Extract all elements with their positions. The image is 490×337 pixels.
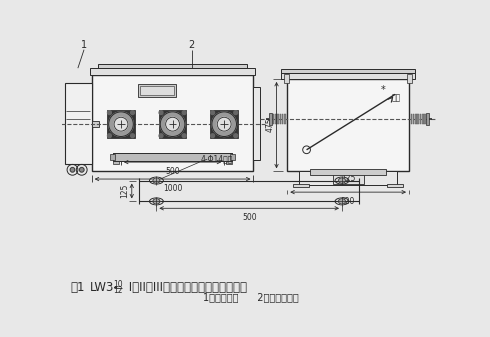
Circle shape bbox=[159, 134, 163, 137]
Bar bbox=[140, 86, 174, 95]
Bar bbox=[388, 184, 403, 187]
Bar bbox=[159, 110, 187, 138]
Bar bbox=[424, 114, 426, 124]
Bar bbox=[270, 114, 272, 124]
Text: 500: 500 bbox=[242, 213, 256, 222]
Text: 820: 820 bbox=[341, 197, 355, 206]
Bar bbox=[294, 184, 309, 187]
Text: 125: 125 bbox=[341, 174, 355, 183]
Bar bbox=[226, 153, 232, 164]
Bar bbox=[415, 114, 416, 124]
Bar bbox=[417, 114, 419, 124]
Text: 10: 10 bbox=[113, 280, 122, 289]
Circle shape bbox=[109, 112, 133, 136]
Bar bbox=[281, 69, 415, 73]
Bar bbox=[413, 114, 415, 124]
Text: 500: 500 bbox=[165, 167, 180, 176]
Bar bbox=[210, 110, 238, 138]
Bar bbox=[110, 154, 115, 160]
Bar bbox=[280, 114, 281, 124]
Bar bbox=[282, 114, 284, 124]
Bar bbox=[90, 68, 255, 75]
Text: 1、操作机构      2、断路器本体: 1、操作机构 2、断路器本体 bbox=[203, 292, 299, 302]
Text: 图1: 图1 bbox=[70, 281, 85, 294]
Bar bbox=[277, 114, 279, 124]
Text: 1: 1 bbox=[81, 40, 87, 50]
Text: 475: 475 bbox=[265, 118, 274, 132]
Circle shape bbox=[70, 167, 75, 172]
Ellipse shape bbox=[339, 199, 345, 204]
Bar bbox=[311, 169, 386, 175]
Bar bbox=[408, 73, 412, 83]
Circle shape bbox=[107, 134, 111, 137]
Bar bbox=[281, 73, 415, 79]
Bar bbox=[92, 75, 253, 171]
Bar bbox=[92, 121, 99, 127]
Bar bbox=[65, 83, 92, 164]
Circle shape bbox=[159, 111, 163, 115]
Bar bbox=[284, 73, 289, 83]
Bar bbox=[284, 114, 286, 124]
Circle shape bbox=[160, 112, 185, 136]
Ellipse shape bbox=[339, 178, 345, 183]
Circle shape bbox=[131, 134, 134, 137]
Text: I、II、III型断路器外型及安装尺寸图: I、II、III型断路器外型及安装尺寸图 bbox=[125, 281, 247, 294]
Bar bbox=[230, 154, 235, 160]
Circle shape bbox=[182, 111, 186, 115]
Text: *: * bbox=[381, 86, 386, 95]
Text: 4-Φ14长孔: 4-Φ14长孔 bbox=[201, 154, 233, 163]
Bar bbox=[422, 114, 424, 124]
Bar bbox=[113, 153, 232, 160]
Bar bbox=[287, 79, 409, 171]
Circle shape bbox=[166, 117, 179, 131]
Text: LW3-: LW3- bbox=[90, 281, 119, 294]
Bar bbox=[299, 171, 397, 185]
Ellipse shape bbox=[153, 178, 160, 183]
Text: 12: 12 bbox=[113, 286, 122, 295]
Circle shape bbox=[234, 111, 238, 115]
Circle shape bbox=[79, 167, 84, 172]
Ellipse shape bbox=[153, 199, 160, 204]
Bar bbox=[269, 113, 272, 125]
Text: 1000: 1000 bbox=[163, 184, 182, 193]
Bar bbox=[107, 110, 135, 138]
Circle shape bbox=[182, 134, 186, 137]
Bar bbox=[113, 153, 120, 164]
Text: 合分: 合分 bbox=[391, 94, 400, 103]
Text: 2: 2 bbox=[189, 40, 195, 50]
Bar bbox=[333, 173, 364, 184]
Bar bbox=[98, 64, 247, 68]
Circle shape bbox=[107, 111, 111, 115]
Text: 125: 125 bbox=[121, 184, 129, 198]
Circle shape bbox=[211, 111, 215, 115]
Bar bbox=[411, 114, 412, 124]
Circle shape bbox=[217, 117, 231, 131]
Bar bbox=[138, 84, 176, 97]
Circle shape bbox=[131, 111, 134, 115]
Circle shape bbox=[211, 134, 215, 137]
Bar bbox=[426, 113, 429, 125]
Bar bbox=[420, 114, 421, 124]
Circle shape bbox=[212, 112, 237, 136]
Circle shape bbox=[114, 117, 128, 131]
Circle shape bbox=[234, 134, 238, 137]
Bar bbox=[275, 114, 276, 124]
Bar bbox=[253, 87, 260, 160]
Bar bbox=[273, 114, 274, 124]
